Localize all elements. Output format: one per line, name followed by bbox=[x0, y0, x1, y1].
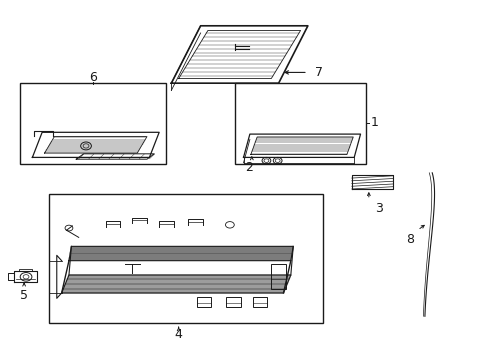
Bar bbox=[225, 297, 240, 307]
Bar bbox=[196, 297, 211, 307]
Text: 4: 4 bbox=[174, 328, 182, 341]
Bar bbox=[20, 83, 166, 164]
Text: 1: 1 bbox=[369, 116, 377, 129]
Bar bbox=[49, 194, 322, 323]
Bar bbox=[234, 83, 366, 164]
Bar bbox=[252, 297, 267, 307]
Text: 8: 8 bbox=[405, 233, 413, 246]
Text: 7: 7 bbox=[315, 66, 323, 79]
Text: 3: 3 bbox=[374, 202, 382, 215]
Text: 5: 5 bbox=[20, 289, 28, 302]
Text: 6: 6 bbox=[89, 71, 97, 84]
Text: 2: 2 bbox=[245, 161, 253, 174]
Bar bbox=[271, 264, 285, 289]
